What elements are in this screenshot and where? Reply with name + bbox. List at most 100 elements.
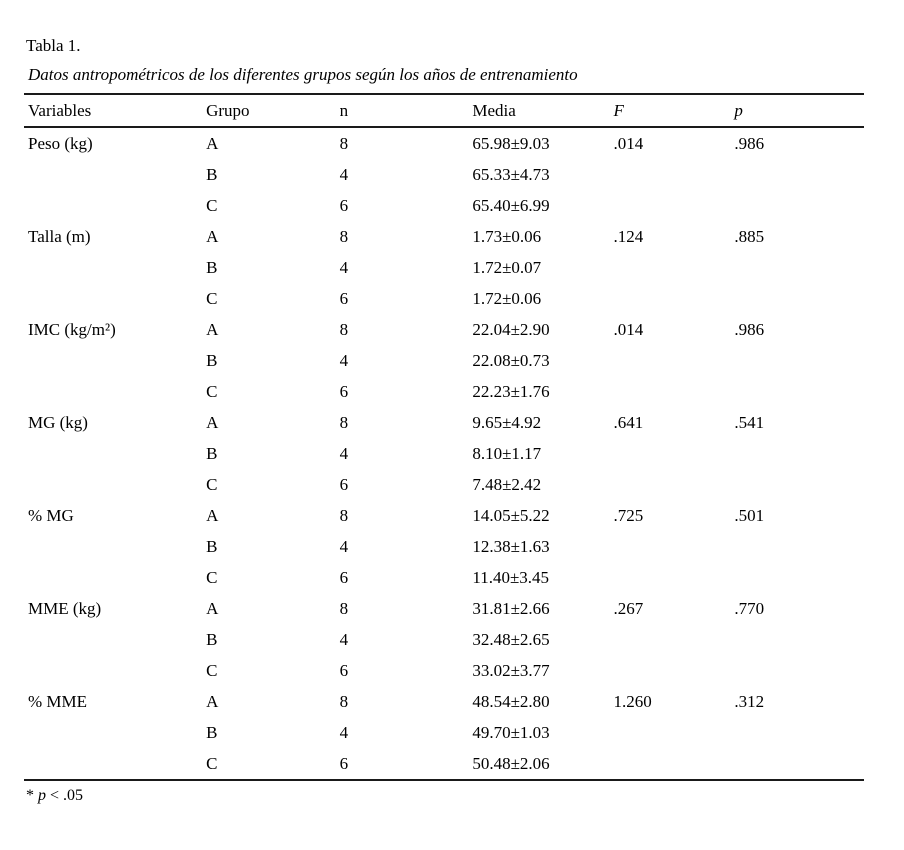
cell-n: 8 — [339, 692, 349, 711]
cell-p — [730, 655, 864, 686]
cell-media: 11.40±3.45 — [472, 568, 550, 587]
cell-media: 65.98±9.03 — [472, 134, 550, 153]
column-header: Media — [472, 101, 516, 120]
table-row: % MME A 8 48.54±2.80 1.260 .312 — [24, 686, 864, 717]
cell-grupo: C — [206, 661, 218, 680]
cell-variable — [24, 531, 202, 562]
column-header: Grupo — [206, 101, 250, 120]
table-label: Tabla 1. — [26, 36, 81, 55]
cell-media: 22.08±0.73 — [472, 351, 550, 370]
cell-grupo: B — [206, 258, 218, 277]
cell-n: 6 — [339, 568, 349, 587]
cell-f — [609, 655, 730, 686]
cell-f — [609, 748, 730, 780]
cell-variable — [24, 190, 202, 221]
cell-media: 12.38±1.63 — [472, 537, 550, 556]
column-header: F — [613, 101, 624, 120]
table-row: B 4 49.70±1.03 — [24, 717, 864, 748]
cell-n: 8 — [339, 413, 349, 432]
cell-variable — [24, 438, 202, 469]
table-footnote: * p < .05 — [24, 787, 864, 805]
cell-n: 4 — [339, 723, 349, 742]
table-row: C 6 7.48±2.42 — [24, 469, 864, 500]
cell-n: 6 — [339, 382, 349, 401]
cell-variable — [24, 717, 202, 748]
cell-n: 4 — [339, 444, 349, 463]
cell-grupo: B — [206, 444, 218, 463]
table-caption: Datos antropométricos de los diferentes … — [28, 65, 578, 84]
cell-n: 4 — [339, 258, 349, 277]
cell-p: .986 — [734, 320, 765, 339]
cell-p: .312 — [734, 692, 765, 711]
cell-p — [730, 469, 864, 500]
cell-f: .725 — [613, 506, 644, 525]
cell-media: 65.33±4.73 — [472, 165, 550, 184]
cell-media: 1.72±0.06 — [472, 289, 542, 308]
cell-n: 6 — [339, 475, 349, 494]
cell-p — [730, 562, 864, 593]
column-header: p — [734, 101, 743, 120]
cell-f — [609, 469, 730, 500]
cell-grupo: B — [206, 537, 218, 556]
cell-n: 8 — [339, 506, 349, 525]
cell-grupo: A — [206, 320, 219, 339]
cell-p — [730, 438, 864, 469]
cell-variable — [24, 252, 202, 283]
cell-n: 4 — [339, 630, 349, 649]
cell-f: 1.260 — [613, 692, 652, 711]
table-body: Peso (kg) A 8 65.98±9.03 .014 .986 B 4 65.33±4.7… — [24, 127, 864, 780]
cell-media: 50.48±2.06 — [472, 754, 550, 773]
table-row: C 6 50.48±2.06 — [24, 748, 864, 780]
cell-f — [609, 252, 730, 283]
cell-media: 22.04±2.90 — [472, 320, 550, 339]
cell-variable — [24, 345, 202, 376]
cell-variable — [24, 376, 202, 407]
cell-p: .541 — [734, 413, 765, 432]
cell-media: 22.23±1.76 — [472, 382, 550, 401]
cell-variable: Peso (kg) — [28, 134, 93, 153]
cell-grupo: A — [206, 413, 219, 432]
cell-variable: IMC (kg/m²) — [28, 320, 116, 339]
cell-variable — [24, 469, 202, 500]
cell-grupo: A — [206, 227, 219, 246]
cell-variable: Talla (m) — [28, 227, 91, 246]
cell-f: .014 — [613, 320, 644, 339]
cell-p: .986 — [734, 134, 765, 153]
table-row: C 6 1.72±0.06 — [24, 283, 864, 314]
table-row: Talla (m) A 8 1.73±0.06 .124 .885 — [24, 221, 864, 252]
cell-p — [730, 190, 864, 221]
column-header: Variables — [28, 101, 92, 120]
cell-p — [730, 624, 864, 655]
cell-grupo: C — [206, 754, 218, 773]
cell-media: 65.40±6.99 — [472, 196, 550, 215]
table-row: C 6 11.40±3.45 — [24, 562, 864, 593]
cell-p — [730, 717, 864, 748]
cell-p — [730, 748, 864, 780]
table-row: B 4 22.08±0.73 — [24, 345, 864, 376]
cell-media: 32.48±2.65 — [472, 630, 550, 649]
table-row: B 4 65.33±4.73 — [24, 159, 864, 190]
cell-variable — [24, 655, 202, 686]
cell-p — [730, 531, 864, 562]
cell-grupo: C — [206, 196, 218, 215]
cell-f: .014 — [613, 134, 644, 153]
cell-p — [730, 283, 864, 314]
table-row: B 4 32.48±2.65 — [24, 624, 864, 655]
cell-f — [609, 562, 730, 593]
cell-media: 9.65±4.92 — [472, 413, 542, 432]
cell-grupo: C — [206, 289, 218, 308]
table-row: B 4 1.72±0.07 — [24, 252, 864, 283]
cell-p: .770 — [734, 599, 765, 618]
footnote-p-symbol: p — [38, 787, 46, 804]
footnote-star: * — [26, 787, 38, 804]
cell-f: .267 — [613, 599, 644, 618]
cell-media: 7.48±2.42 — [472, 475, 542, 494]
cell-variable: MME (kg) — [28, 599, 102, 618]
table-row: C 6 33.02±3.77 — [24, 655, 864, 686]
cell-f: .124 — [613, 227, 644, 246]
cell-media: 31.81±2.66 — [472, 599, 550, 618]
cell-grupo: A — [206, 599, 219, 618]
cell-variable: % MME — [28, 692, 88, 711]
table-row: % MG A 8 14.05±5.22 .725 .501 — [24, 500, 864, 531]
cell-f — [609, 438, 730, 469]
